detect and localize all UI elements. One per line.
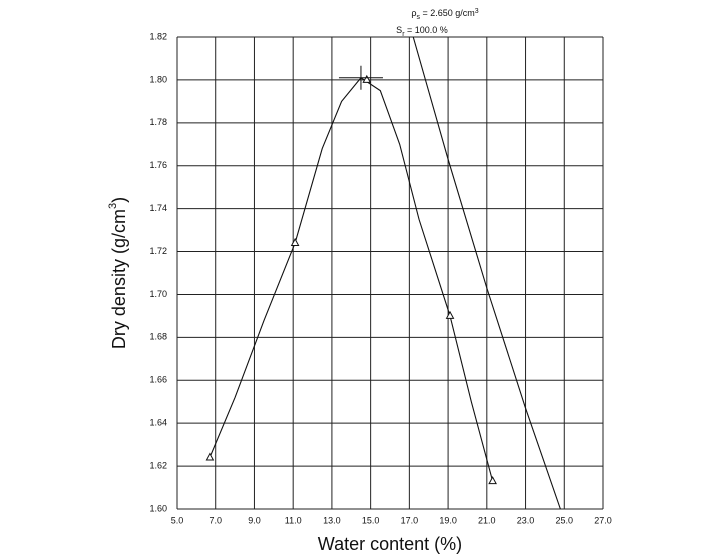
y-tick-label: 1.70	[149, 289, 167, 299]
annotation-text: = 2.650 g/cm	[420, 8, 475, 18]
y-tick-label: 1.64	[149, 418, 167, 428]
x-tick-label: 19.0	[439, 515, 457, 525]
x-tick-label: 11.0	[285, 515, 302, 525]
y-tick-label: 1.78	[149, 117, 167, 127]
x-tick-label: 13.0	[323, 515, 341, 525]
annotation-sub: r	[402, 31, 405, 38]
peak-marker	[338, 65, 383, 90]
y-label-sup: 3	[107, 203, 119, 209]
annotation: ρs = 2.650 g/cm3	[411, 8, 478, 21]
x-tick-label: 5.0	[171, 515, 184, 525]
annotation-text: = 100.0 %	[405, 25, 448, 35]
data-point	[445, 310, 455, 319]
x-tick-label: 25.0	[556, 515, 574, 525]
y-axis-label: Dry density (g/cm3)	[107, 197, 129, 349]
y-tick-label: 1.76	[149, 160, 167, 170]
y-tick-label: 1.82	[149, 31, 167, 41]
x-tick-label: 23.0	[517, 515, 535, 525]
x-tick-label: 17.0	[401, 515, 419, 525]
y-label-end: )	[109, 197, 129, 203]
y-tick-label: 1.60	[149, 503, 167, 513]
y-tick-label: 1.74	[149, 203, 167, 213]
data-point	[362, 74, 372, 83]
x-tick-label: 21.0	[478, 515, 496, 525]
zero-air-voids-line	[412, 37, 561, 509]
y-label-text: Dry density (g/cm	[109, 209, 129, 349]
x-tick-label: 7.0	[209, 515, 222, 525]
annotation-symbol: S	[396, 25, 402, 35]
y-tick-label: 1.62	[149, 460, 167, 470]
y-tick-label: 1.72	[149, 246, 167, 256]
annotation-sub: s	[416, 14, 420, 21]
data-point	[205, 452, 215, 461]
annotation: Sr = 100.0 %	[396, 25, 448, 37]
data-point	[488, 476, 497, 485]
data-point	[290, 237, 300, 246]
compaction-curve	[209, 77, 494, 482]
x-tick-label: 15.0	[362, 515, 380, 525]
annotation-symbol: ρ	[411, 8, 416, 18]
x-axis-label: Water content (%)	[318, 534, 462, 554]
x-tick-label: 9.0	[248, 515, 261, 525]
y-tick-label: 1.68	[149, 332, 167, 342]
annotation-sup: 3	[475, 8, 479, 15]
y-tick-label: 1.66	[149, 375, 167, 385]
y-tick-label: 1.80	[149, 74, 167, 84]
x-tick-label: 27.0	[594, 515, 612, 525]
